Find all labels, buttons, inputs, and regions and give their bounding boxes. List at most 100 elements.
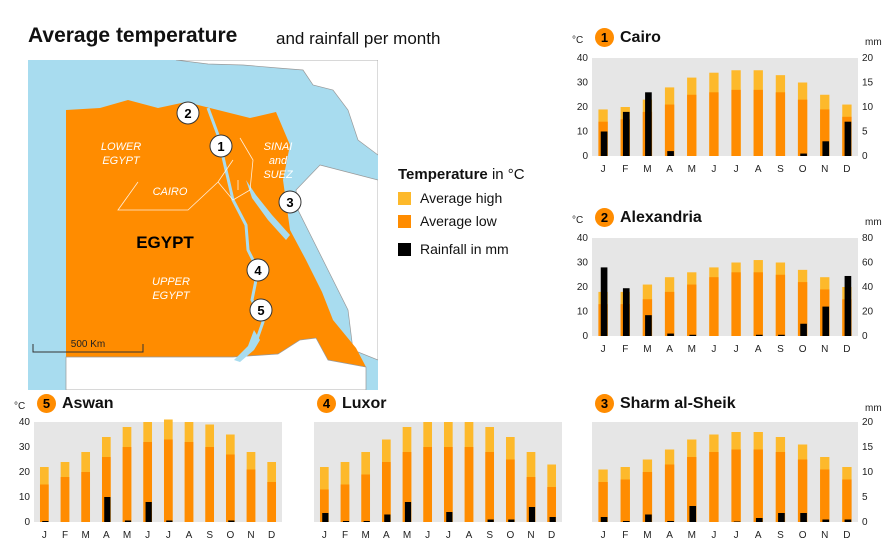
bar-rainfall xyxy=(508,519,515,522)
bar-average-low xyxy=(184,442,194,522)
bar-rainfall xyxy=(622,111,630,156)
y-tick-label: 40 xyxy=(577,233,589,244)
bar-average-low xyxy=(319,489,329,522)
x-tick-label: S xyxy=(206,530,213,541)
x-tick-label: M xyxy=(688,344,696,355)
bar-rainfall xyxy=(689,506,697,522)
x-tick-label: J xyxy=(734,344,739,355)
region-label-cairo: CAIRO xyxy=(153,186,188,198)
bar-average-low xyxy=(797,282,808,336)
y2-tick-label: 0 xyxy=(862,331,868,342)
bar-average-low xyxy=(464,447,474,522)
x-tick-label: N xyxy=(247,530,254,541)
y-tick-label: 40 xyxy=(577,53,589,64)
y2-tick-label: 15 xyxy=(862,442,874,453)
y-tick-label: 0 xyxy=(24,517,30,528)
bar-rainfall xyxy=(667,333,674,336)
y2-tick-label: 0 xyxy=(862,151,868,162)
map-marker-2-label: 2 xyxy=(184,106,191,121)
x-tick-label: M xyxy=(81,530,89,541)
bar-average-low xyxy=(753,272,763,336)
bar-average-low xyxy=(731,272,741,336)
bar-rainfall xyxy=(322,513,329,522)
x-tick-label: J xyxy=(42,530,47,541)
chart-plot: 0 10 20 30 40 0 20 40 60 80 J F M A M J J A S O N D xyxy=(577,233,874,355)
x-tick-label: D xyxy=(843,164,850,175)
x-tick-label: J xyxy=(322,530,327,541)
bar-average-low xyxy=(687,457,697,522)
bar-average-low xyxy=(753,449,763,522)
chart-number-badge: 5 xyxy=(37,394,56,413)
legend: Temperature in °C Average high Average l… xyxy=(398,166,525,257)
y2-tick-label: 20 xyxy=(862,307,874,318)
legend-item-high: Average high xyxy=(398,190,525,206)
region-label-upper-egypt-1: UPPER xyxy=(152,276,190,288)
north-land xyxy=(175,60,378,156)
chart-title-text: Aswan xyxy=(62,394,114,412)
x-tick-label: F xyxy=(622,530,628,541)
x-tick-label: A xyxy=(755,530,762,541)
x-tick-label: F xyxy=(622,164,628,175)
legend-item-rain: Rainfall in mm xyxy=(398,241,525,257)
x-tick-label: O xyxy=(506,530,514,541)
x-tick-label: M xyxy=(643,530,651,541)
right-unit-label: mm xyxy=(865,403,882,414)
bar-rainfall xyxy=(384,514,391,522)
x-tick-label: A xyxy=(666,530,673,541)
bar-average-low xyxy=(775,452,786,522)
chart-plot: 0 5 10 15 20 J F M A M J J A S O N D xyxy=(592,417,874,541)
x-tick-label: N xyxy=(527,530,534,541)
y-tick-label: 30 xyxy=(19,442,31,453)
x-tick-label: J xyxy=(734,164,739,175)
chart-alexandria: 2 Alexandria °C mm 0 10 20 30 40 0 20 40 60 80 J F M… xyxy=(566,208,884,358)
bar-rainfall xyxy=(42,521,49,522)
bar-average-low xyxy=(267,482,277,522)
bar-rainfall xyxy=(800,513,807,522)
x-tick-label: N xyxy=(821,344,828,355)
chart-title: 1 Cairo xyxy=(595,28,661,47)
bar-average-low xyxy=(687,94,697,156)
y-tick-label: 0 xyxy=(582,331,588,342)
y2-tick-label: 15 xyxy=(862,78,874,89)
plot-area xyxy=(592,58,858,156)
bar-average-low xyxy=(443,447,453,522)
left-unit-label: °C xyxy=(572,215,584,226)
x-tick-label: O xyxy=(799,530,807,541)
y2-tick-label: 20 xyxy=(862,417,874,428)
bar-rainfall xyxy=(645,514,652,522)
bar-average-low xyxy=(753,89,763,156)
chart-sharm-al-sheik: 3 Sharm al-Sheik mm 0 5 10 15 20 J F M A M J J A S O N D xyxy=(566,394,884,544)
region-label-lower-egypt-1: LOWER xyxy=(101,141,141,153)
bar-rainfall xyxy=(822,519,830,522)
x-tick-label: M xyxy=(643,344,651,355)
x-tick-label: S xyxy=(777,530,784,541)
x-tick-label: N xyxy=(821,164,828,175)
plot-area xyxy=(314,422,562,522)
legend-swatch-rain xyxy=(398,242,411,256)
bar-average-low xyxy=(797,99,808,156)
x-tick-label: D xyxy=(843,530,850,541)
bar-rainfall xyxy=(124,520,132,522)
y-tick-label: 10 xyxy=(19,492,31,503)
suez-gulf xyxy=(246,180,290,240)
bar-average-low xyxy=(709,452,719,522)
right-unit-label: mm xyxy=(865,217,882,228)
legend-title-main: Temperature xyxy=(398,166,488,183)
bar-average-low xyxy=(163,439,173,522)
bar-average-low xyxy=(687,284,697,336)
x-tick-label: J xyxy=(446,530,451,541)
x-tick-label: O xyxy=(799,344,807,355)
bar-rainfall xyxy=(800,323,807,336)
bar-average-low xyxy=(402,452,412,522)
bar-rainfall xyxy=(822,141,830,156)
bar-rainfall xyxy=(446,512,453,522)
chart-luxor: 4 Luxor J F M A M J J A S O N D xyxy=(288,394,588,544)
bar-average-low xyxy=(361,474,371,522)
map-marker-1-label: 1 xyxy=(217,139,224,154)
x-tick-label: J xyxy=(166,530,171,541)
bar-average-low xyxy=(731,89,741,156)
x-tick-label: A xyxy=(383,530,390,541)
chart-title-text: Alexandria xyxy=(620,208,702,226)
bar-rainfall xyxy=(342,521,350,522)
bar-rainfall xyxy=(166,520,173,522)
